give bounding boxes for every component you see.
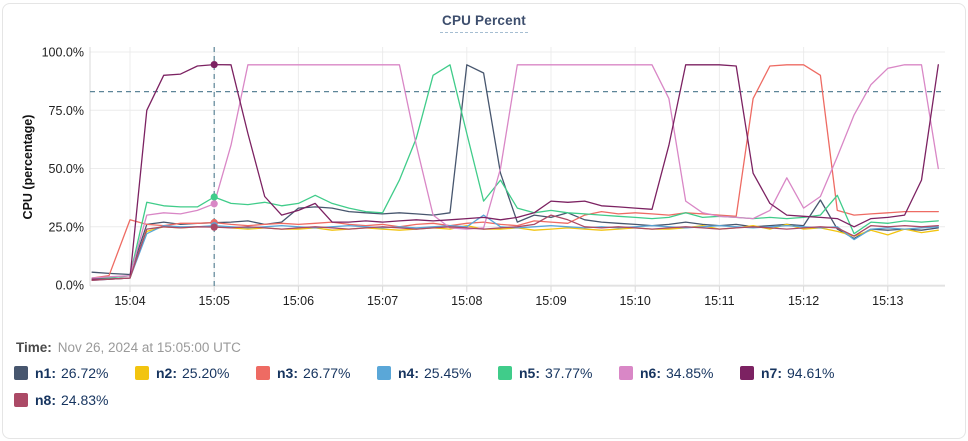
chart-title[interactable]: CPU Percent — [440, 13, 528, 33]
x-tick-label: 15:11 — [704, 294, 734, 308]
legend-swatch-n7 — [740, 366, 754, 380]
x-tick-label: 15:08 — [451, 294, 482, 308]
legend-series-name: n1: — [35, 365, 56, 381]
x-tick-label: 15:10 — [620, 294, 651, 308]
y-tick-label: 75.0% — [49, 104, 84, 118]
series-line-n6[interactable] — [91, 64, 939, 279]
y-axis-title: CPU (percentage) — [21, 115, 35, 220]
series-line-n5[interactable] — [91, 64, 939, 279]
legend-series-name: n7: — [761, 365, 782, 381]
legend-swatch-n2 — [135, 366, 149, 380]
y-tick-label: 25.0% — [49, 220, 84, 234]
series-legend: n1: 26.72% n2: 25.20% n3: 26.77% n4: 25.45% n5: 3… — [14, 365, 958, 408]
legend-swatch-n6 — [619, 366, 633, 380]
legend-item-n8[interactable]: n8: 24.83% — [14, 392, 135, 408]
y-tick-label: 50.0% — [49, 162, 84, 176]
legend-item-n4[interactable]: n4: 25.45% — [377, 365, 498, 381]
chart-header: CPU Percent — [0, 12, 968, 33]
x-tick-label: 15:06 — [283, 294, 314, 308]
x-tick-label: 15:05 — [199, 294, 230, 308]
legend-item-n1[interactable]: n1: 26.72% — [14, 365, 135, 381]
legend-series-name: n2: — [156, 365, 177, 381]
crosshair-dot-n7 — [210, 60, 218, 69]
legend-item-n5[interactable]: n5: 37.77% — [498, 365, 619, 381]
crosshair-dot-n8 — [210, 223, 218, 231]
legend-series-value: 24.83% — [61, 392, 109, 408]
cpu-percent-chart[interactable]: 0.0% 25.0% 50.0% 75.0% 100.0% 15:04 15:05 15:06… — [0, 0, 968, 312]
legend-series-name: n3: — [277, 365, 298, 381]
x-tick-label: 15:13 — [872, 294, 903, 308]
legend-item-n2[interactable]: n2: 25.20% — [135, 365, 256, 381]
legend-series-name: n4: — [398, 365, 419, 381]
legend-item-n3[interactable]: n3: 26.77% — [256, 365, 377, 381]
legend-series-value: 25.45% — [424, 365, 472, 381]
legend-series-value: 25.20% — [182, 365, 230, 381]
crosshair-dot-n5 — [210, 193, 218, 201]
series-line-n8[interactable] — [91, 214, 939, 281]
legend-swatch-n3 — [256, 366, 270, 380]
legend-series-name: n6: — [640, 365, 661, 381]
legend-series-name: n8: — [35, 392, 56, 408]
legend-series-name: n5: — [519, 365, 540, 381]
series-line-n2[interactable] — [91, 223, 939, 280]
y-tick-label: 100.0% — [42, 46, 84, 60]
series-line-n3[interactable] — [91, 64, 939, 279]
legend-series-value: 94.61% — [787, 365, 835, 381]
series-line-n1[interactable] — [91, 64, 939, 276]
x-tick-label: 15:04 — [114, 294, 145, 308]
x-tick-label: 15:09 — [535, 294, 566, 308]
crosshair-dot-n6 — [210, 200, 218, 208]
legend-item-n7[interactable]: n7: 94.61% — [740, 365, 861, 381]
legend-swatch-n8 — [14, 393, 28, 407]
crosshair-time-row: Time: Nov 26, 2024 at 15:05:00 UTC — [16, 340, 241, 355]
series-line-n7[interactable] — [91, 63, 939, 280]
legend-series-value: 26.77% — [303, 365, 351, 381]
y-tick-label: 0.0% — [56, 279, 85, 293]
time-label: Time: — [16, 340, 52, 355]
legend-series-value: 26.72% — [61, 365, 109, 381]
legend-series-value: 37.77% — [545, 365, 593, 381]
x-tick-label: 15:12 — [788, 294, 819, 308]
time-value: Nov 26, 2024 at 15:05:00 UTC — [57, 340, 241, 355]
legend-swatch-n1 — [14, 366, 28, 380]
legend-swatch-n5 — [498, 366, 512, 380]
legend-item-n6[interactable]: n6: 34.85% — [619, 365, 740, 381]
x-tick-label: 15:07 — [367, 294, 398, 308]
legend-series-value: 34.85% — [666, 365, 714, 381]
gridlines — [90, 47, 945, 286]
legend-swatch-n4 — [377, 366, 391, 380]
